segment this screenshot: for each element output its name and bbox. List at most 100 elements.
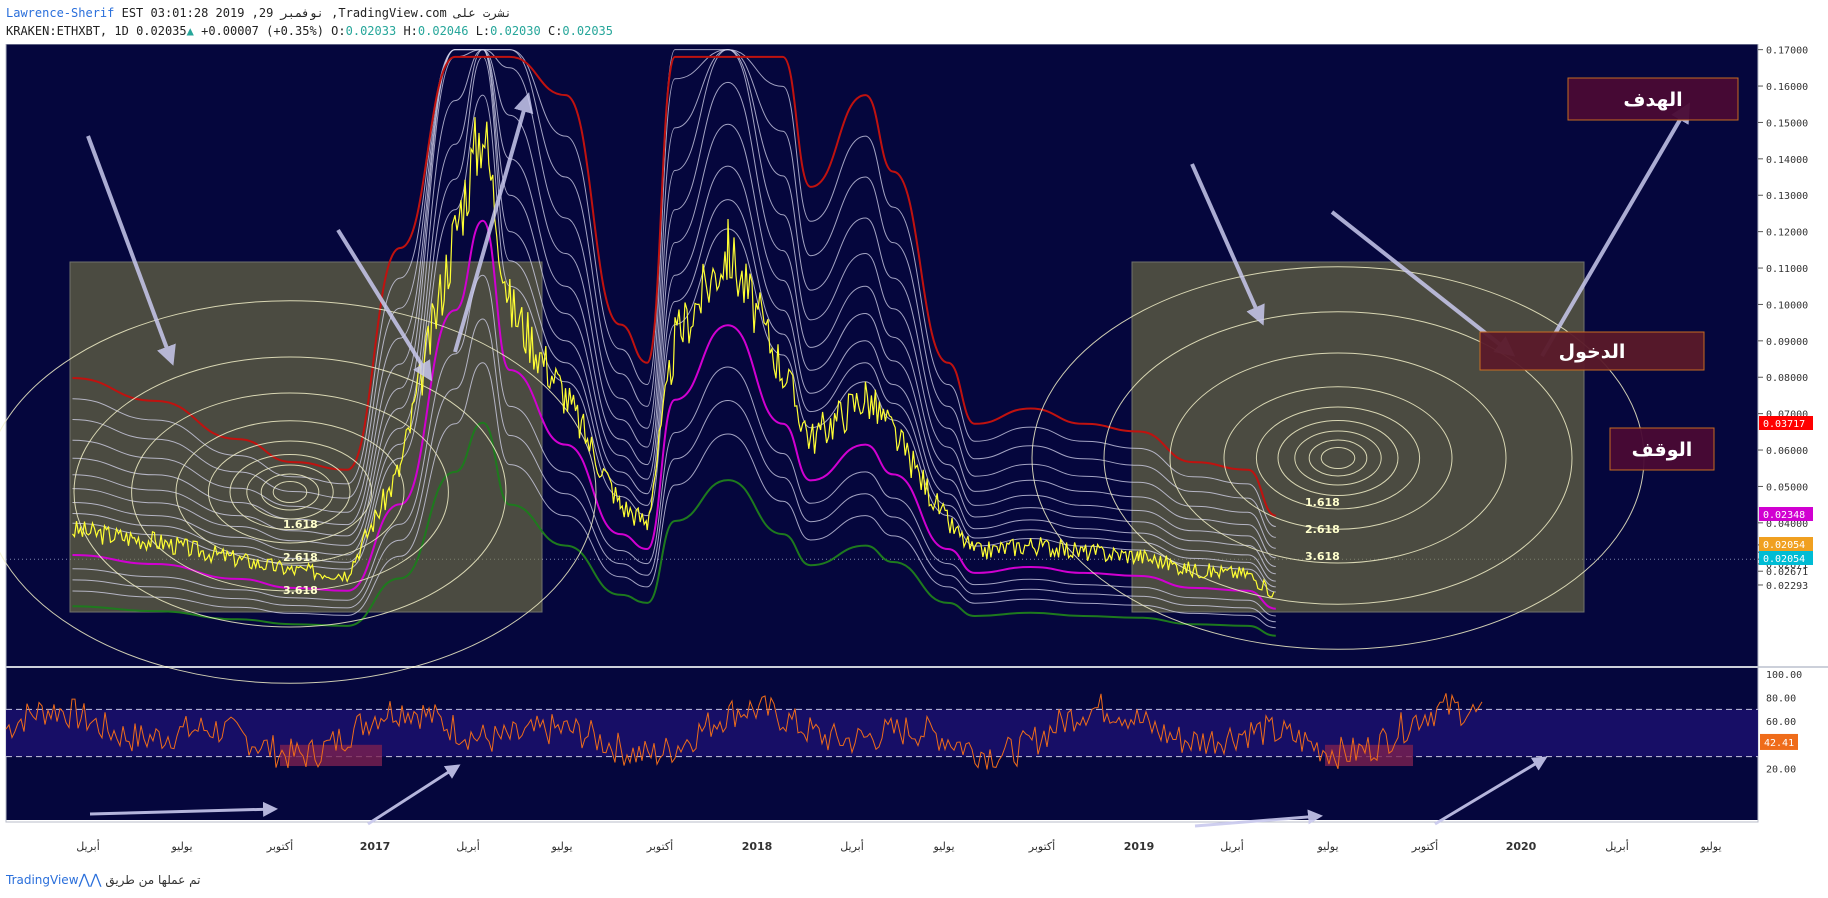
envelope-line xyxy=(72,362,1276,629)
rsi-tick-label: 20.00 xyxy=(1766,764,1796,775)
y-tick-label: 0.11000 xyxy=(1766,264,1808,275)
high-label: H: xyxy=(403,24,418,38)
fib-circle xyxy=(1103,311,1573,605)
x-tick-label: أكتوبر xyxy=(1028,839,1055,853)
price-axis-badge xyxy=(1759,507,1813,521)
last-price: 0.02035 xyxy=(136,24,187,38)
rsi-arrow xyxy=(367,764,461,826)
timestamp: EST 03:01:28 2019 ,29 نوفمبر xyxy=(121,6,324,20)
y-tick-label: 0.10000 xyxy=(1766,300,1808,311)
open-label: O: xyxy=(331,24,346,38)
y-tick-label: 0.04000 xyxy=(1766,519,1808,530)
envelope-line xyxy=(72,94,1276,593)
chart-header: Lawrence-Sherif EST 03:01:28 2019 ,29 نو… xyxy=(0,0,1828,44)
fib-circle xyxy=(1223,386,1453,530)
open-value: 0.02033 xyxy=(345,24,397,38)
y-tick-label: 0.14000 xyxy=(1766,155,1808,166)
y-tick-label: 0.12000 xyxy=(1766,228,1808,239)
y-tick-label: 0.07000 xyxy=(1766,410,1808,421)
envelope-line xyxy=(72,49,1276,575)
annotation-label: الوقف xyxy=(1632,439,1693,461)
price-axis[interactable] xyxy=(1758,44,1828,824)
x-tick-label: 2019 xyxy=(1124,840,1155,853)
published-text: ,TradingView.com نشرت على xyxy=(331,6,512,20)
rsi-arrow xyxy=(1194,809,1323,828)
annotation-arrow xyxy=(86,135,176,366)
x-tick-label: يوليو xyxy=(170,840,192,853)
x-tick-label: أكتوبر xyxy=(266,839,293,853)
envelope-line xyxy=(72,318,1276,623)
y-tick-label: 0.17000 xyxy=(1766,46,1808,57)
envelope-line xyxy=(72,49,1276,582)
price-axis-badge-label: 0.02348 xyxy=(1763,510,1805,521)
envelope-line xyxy=(72,49,1276,559)
annotation-arrow xyxy=(1330,210,1516,357)
x-tick-label: 2018 xyxy=(742,840,773,853)
fib-circle xyxy=(175,420,405,564)
x-tick-label: يوليو xyxy=(1316,840,1338,853)
envelope-line xyxy=(72,49,1276,538)
x-tick-label: يوليو xyxy=(1699,840,1721,853)
price-axis-badge-label: 0.02054 xyxy=(1763,540,1805,551)
price-axis-badge-label: 0.02054 xyxy=(1763,554,1805,565)
footer: TradingView⋀⋀ تم عملها من طريق xyxy=(6,872,200,888)
y-tick-label: 0.13000 xyxy=(1766,191,1808,202)
price-chart[interactable]: 0.17000 0.16000 0.15000 0.14000 0.13000 0.120… xyxy=(0,44,1828,864)
high-value: 0.02046 xyxy=(417,24,469,38)
price-axis-badge xyxy=(1759,416,1813,430)
fib-circle xyxy=(272,481,308,503)
header-line-publish: Lawrence-Sherif EST 03:01:28 2019 ,29 نو… xyxy=(6,6,512,20)
x-tick-label: أكتوبر xyxy=(1411,839,1438,853)
annotation-box xyxy=(1479,331,1705,371)
price-line xyxy=(72,117,1275,598)
upper-band xyxy=(72,55,1277,517)
x-tick-label: أبريل xyxy=(76,839,100,853)
y-tick-label: 0.05000 xyxy=(1766,482,1808,493)
y-tick-label: 0.06000 xyxy=(1766,446,1808,457)
author-link[interactable]: Lawrence-Sherif xyxy=(6,6,115,20)
fib-circle xyxy=(246,464,334,520)
rsi-tick-label: 100.00 xyxy=(1766,670,1802,681)
symbol-label: KRAKEN:ETHXBT, 1D xyxy=(6,24,129,38)
annotation-box xyxy=(1609,427,1715,471)
envelope-line xyxy=(72,274,1276,617)
fib-label: 2.618 xyxy=(1305,523,1340,536)
low-value: 0.02030 xyxy=(490,24,541,38)
fib-label: 3.618 xyxy=(283,584,318,597)
y-tick-label: 0.16000 xyxy=(1766,82,1808,93)
fib-label: 1.618 xyxy=(1305,496,1340,509)
y-tick-label: 0.02293 xyxy=(1766,581,1808,592)
fib-circle xyxy=(0,300,597,684)
x-tick-label: أكتوبر xyxy=(646,839,673,853)
low-label: L: xyxy=(475,24,491,38)
mid-band xyxy=(72,219,1276,610)
fib-circle xyxy=(1308,439,1368,477)
rsi-current-badge xyxy=(1760,733,1798,750)
close-value: 0.02035 xyxy=(562,24,613,38)
fib-label: 1.618 xyxy=(283,518,318,531)
lower-band xyxy=(72,421,1276,637)
envelope-line xyxy=(72,56,1276,588)
rsi-line xyxy=(5,693,1483,770)
fib-circle xyxy=(1294,430,1382,486)
annotation-arrow xyxy=(1540,102,1691,358)
up-arrow-icon: ▲ xyxy=(186,24,194,38)
fib-circle xyxy=(1255,406,1421,510)
rsi-highlight-box xyxy=(280,744,382,767)
tradingview-brand[interactable]: TradingView xyxy=(6,873,79,887)
annotation-label: الدخول xyxy=(1559,341,1626,363)
price-axis-badge xyxy=(1759,537,1813,551)
fib-circle xyxy=(229,454,351,530)
price-axis-badge-label: 0.03717 xyxy=(1763,419,1805,430)
annotation-arrow xyxy=(1190,163,1265,326)
rsi-tick-label: 80.00 xyxy=(1766,694,1796,705)
y-tick-label: 0.08000 xyxy=(1766,373,1808,384)
tradingview-logo-icon: ⋀⋀ xyxy=(78,872,102,888)
fib-circle xyxy=(260,473,320,511)
envelope-line xyxy=(72,49,1276,549)
fib-circle xyxy=(1169,352,1507,564)
envelope-line xyxy=(72,49,1276,567)
fib-circle xyxy=(73,356,507,628)
made-by-text: تم عملها من طريق xyxy=(105,873,201,887)
y-tick-label: 0.09000 xyxy=(1766,337,1808,348)
